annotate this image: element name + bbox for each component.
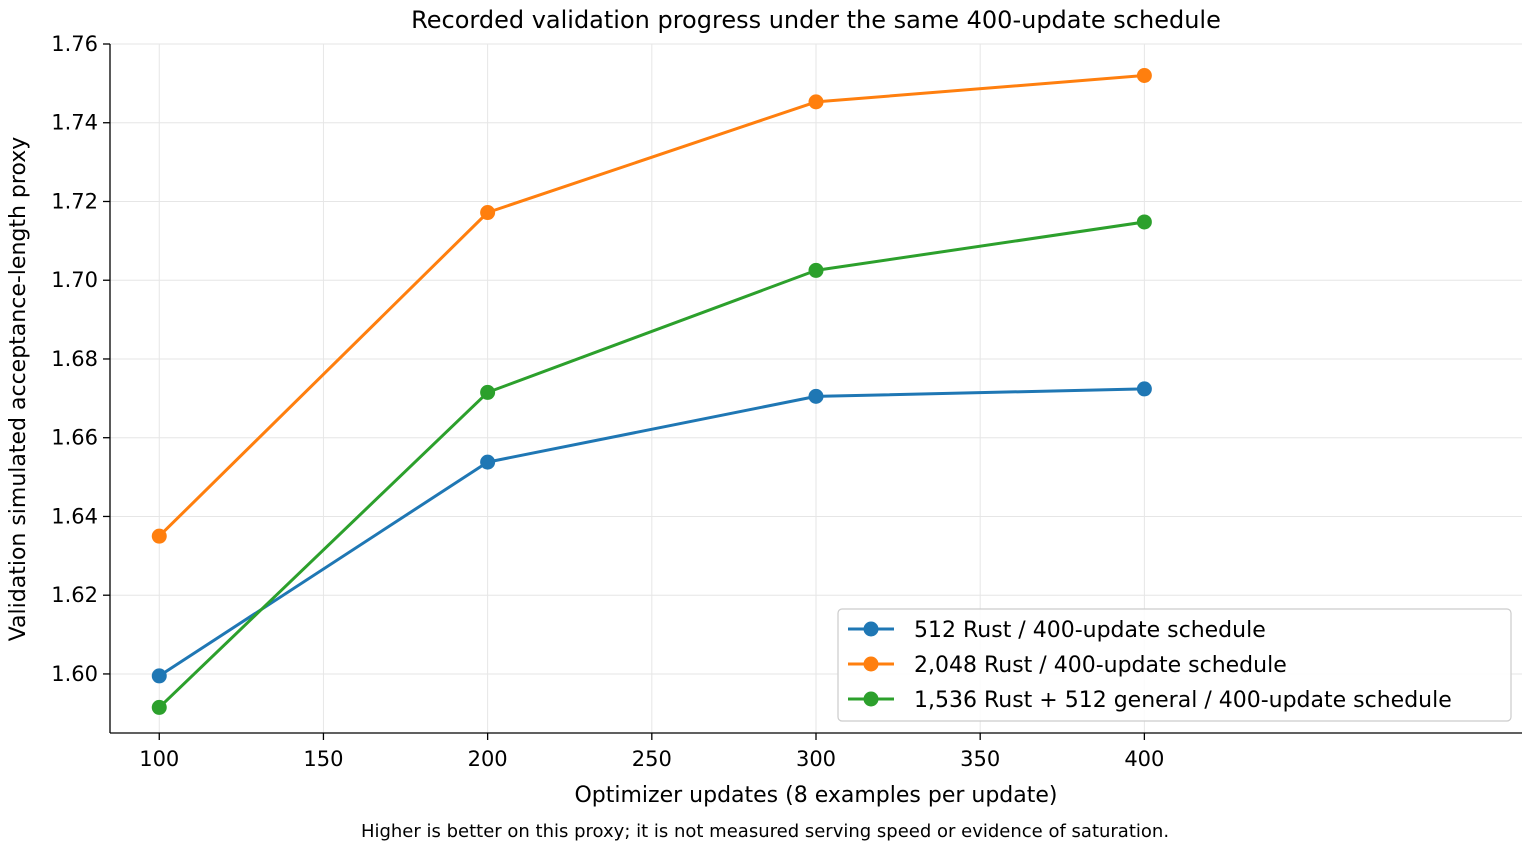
series-layer — [151, 67, 1152, 715]
data-point — [151, 699, 167, 715]
legend: 512 Rust / 400-update schedule 2,048 Rust… — [837, 608, 1512, 722]
legend-entry: 512 Rust / 400-update schedule — [914, 618, 1266, 643]
data-point — [1136, 214, 1152, 230]
y-tick-label: 1.76 — [51, 32, 98, 56]
data-point — [151, 668, 167, 684]
x-tick-label: 200 — [468, 747, 508, 771]
data-point — [480, 384, 496, 400]
legend-marker — [863, 656, 879, 672]
data-point — [1136, 381, 1152, 397]
legend-entry: 1,536 Rust + 512 general / 400-update sc… — [914, 688, 1452, 713]
data-point — [808, 262, 824, 278]
legend-marker — [863, 621, 879, 637]
y-tick-label: 1.72 — [51, 189, 98, 213]
chart-title: Recorded validation progress under the s… — [411, 6, 1221, 34]
y-tick-label: 1.70 — [51, 268, 98, 292]
x-tick-label: 150 — [303, 747, 343, 771]
data-point — [151, 528, 167, 544]
series-line-2 — [158, 74, 1145, 538]
series-line-1 — [158, 387, 1145, 678]
grid — [110, 43, 1522, 733]
legend-box — [837, 608, 1512, 722]
legend-entry: 2,048 Rust / 400-update schedule — [914, 653, 1287, 678]
x-tick-label: 300 — [796, 747, 836, 771]
y-tick-label: 1.62 — [51, 583, 98, 607]
y-tick-label: 1.74 — [51, 111, 98, 135]
y-tick-label: 1.68 — [51, 347, 98, 371]
legend-marker — [863, 691, 879, 707]
chart-footnote: Higher is better on this proxy; it is no… — [361, 821, 1169, 842]
y-tick-label: 1.64 — [51, 504, 98, 528]
series-line-3 — [158, 220, 1145, 709]
x-tick-label: 400 — [1124, 747, 1164, 771]
x-axis-label: Optimizer updates (8 examples per update… — [574, 783, 1057, 808]
ticks: 100 150 200 250 300 350 400 1.60 1.62 1.64 1.66 1.6… — [51, 32, 1164, 771]
data-point — [808, 388, 824, 404]
y-tick-label: 1.60 — [51, 662, 98, 686]
data-point — [480, 454, 496, 470]
x-tick-label: 250 — [632, 747, 672, 771]
y-axis-label: Validation simulated acceptance-length p… — [6, 137, 31, 642]
data-point — [1136, 67, 1152, 83]
x-tick-label: 350 — [960, 747, 1000, 771]
data-point — [480, 205, 496, 221]
y-tick-label: 1.66 — [51, 426, 98, 450]
x-tick-label: 100 — [139, 747, 179, 771]
data-point — [808, 94, 824, 110]
